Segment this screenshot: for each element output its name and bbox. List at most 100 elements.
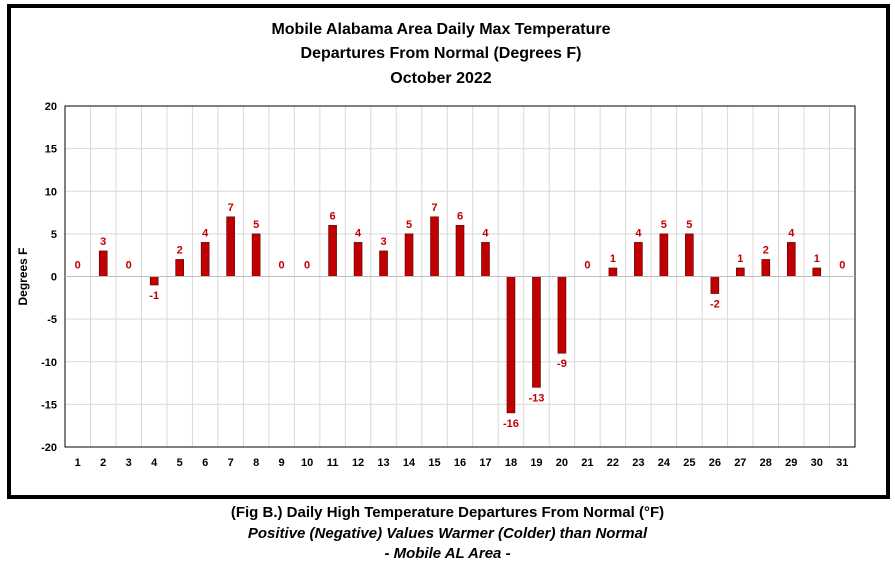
data-label: 1	[814, 253, 820, 265]
bar	[404, 233, 414, 277]
bar	[430, 216, 439, 277]
data-label: 0	[279, 260, 285, 272]
bar	[379, 250, 388, 277]
x-tick-label: 4	[151, 457, 158, 469]
x-tick-label: 3	[126, 457, 132, 469]
chart-title-line-2: Departures From Normal (Degrees F)	[301, 45, 582, 62]
x-tick-label: 13	[377, 457, 389, 469]
bar	[481, 242, 490, 277]
x-tick-label: 20	[556, 457, 568, 469]
x-tick-label: 22	[607, 457, 619, 469]
bar	[328, 225, 337, 277]
x-tick-label: 18	[505, 457, 517, 469]
x-tick-label: 30	[811, 457, 823, 469]
y-tick-label: 5	[51, 229, 57, 241]
chart-title-line-1: Mobile Alabama Area Daily Max Temperatur…	[271, 21, 610, 38]
data-label: 4	[788, 227, 795, 239]
y-tick-label: 0	[51, 272, 57, 284]
data-label: 5	[661, 219, 667, 231]
data-label: 0	[126, 260, 132, 272]
bar	[353, 242, 363, 277]
bar	[761, 259, 771, 277]
x-tick-label: 5	[177, 457, 183, 469]
bars-layer	[98, 216, 822, 414]
data-label: 0	[304, 260, 310, 272]
x-tick-label: 11	[327, 457, 339, 469]
bar	[634, 242, 643, 277]
x-tick-label: 23	[632, 457, 644, 469]
chart-title: Mobile Alabama Area Daily Max Temperatur…	[271, 21, 610, 87]
data-label: 3	[100, 236, 106, 248]
data-label: -2	[710, 299, 720, 311]
y-tick-label: -10	[41, 357, 57, 369]
data-label: 0	[839, 260, 845, 272]
x-tick-label: 29	[785, 457, 797, 469]
data-label: 2	[763, 244, 769, 256]
x-tick-label: 19	[530, 457, 542, 469]
x-tick-label: 26	[709, 457, 721, 469]
data-label: 4	[482, 227, 489, 239]
data-label: -13	[528, 392, 544, 404]
bar	[557, 276, 567, 354]
bar	[149, 276, 159, 286]
y-axis-label: Degrees F	[16, 247, 30, 305]
x-tick-label: 17	[479, 457, 491, 469]
data-labels-layer: 0 3 0 -1 2 4 7 5 0 0 6 4 3 5 7 6 4 -16 -13 -9 0 1 4 5 5 -2 1 2 4 1 0	[75, 202, 846, 430]
bar	[251, 233, 261, 277]
x-tick-label: 24	[658, 457, 671, 469]
data-label: 6	[330, 210, 336, 222]
y-tick-label: 15	[45, 144, 57, 156]
x-tick-label: 28	[760, 457, 772, 469]
bar	[175, 259, 184, 277]
x-tick-label: 7	[228, 457, 234, 469]
data-label: 7	[228, 202, 234, 214]
x-tick-label: 21	[581, 457, 593, 469]
bar	[455, 225, 465, 277]
data-label: 5	[686, 219, 692, 231]
bar	[786, 242, 796, 277]
x-tick-label: 27	[734, 457, 746, 469]
x-tick-label: 14	[403, 457, 416, 469]
bar	[736, 267, 745, 277]
figure-caption: (Fig B.) Daily High Temperature Departur…	[230, 504, 665, 521]
data-label: 3	[380, 236, 386, 248]
x-tick-label: 6	[202, 457, 208, 469]
x-tick-label: 8	[253, 457, 259, 469]
x-tick-label: 2	[100, 457, 106, 469]
chart-frame: Mobile Alabama Area Daily Max Temperatur…	[7, 4, 890, 499]
x-tick-label: 10	[301, 457, 313, 469]
data-label: 7	[431, 202, 437, 214]
data-label: -16	[503, 418, 519, 430]
y-tick-label: 20	[45, 101, 57, 113]
data-label: 5	[253, 219, 259, 231]
data-label: 4	[635, 227, 642, 239]
x-tick-label: 16	[454, 457, 466, 469]
chart-title-line-3: October 2022	[390, 70, 491, 87]
data-label: 4	[355, 227, 362, 239]
data-label: 1	[610, 253, 616, 265]
y-tick-label: -20	[41, 442, 57, 454]
bar	[532, 276, 541, 388]
data-label: 0	[584, 260, 590, 272]
data-label: 4	[202, 227, 209, 239]
x-tick-label: 12	[352, 457, 364, 469]
x-tick-label: 15	[428, 457, 440, 469]
x-tick-label: 31	[836, 457, 848, 469]
y-tick-label: -5	[47, 314, 57, 326]
bar	[812, 267, 822, 277]
data-label: 1	[737, 253, 743, 265]
chart-svg: Mobile Alabama Area Daily Max Temperatur…	[16, 21, 856, 469]
y-tick-label: 10	[45, 186, 57, 198]
bar	[659, 233, 669, 277]
data-label: -1	[149, 290, 159, 302]
data-label: 6	[457, 210, 463, 222]
bar	[200, 242, 210, 277]
data-label: 5	[406, 219, 412, 231]
data-label: -9	[557, 358, 567, 370]
x-tick-label: 9	[279, 457, 285, 469]
x-tick-label: 1	[75, 457, 81, 469]
x-tick-label: 25	[683, 457, 695, 469]
bar	[608, 267, 618, 277]
bar	[506, 276, 516, 414]
